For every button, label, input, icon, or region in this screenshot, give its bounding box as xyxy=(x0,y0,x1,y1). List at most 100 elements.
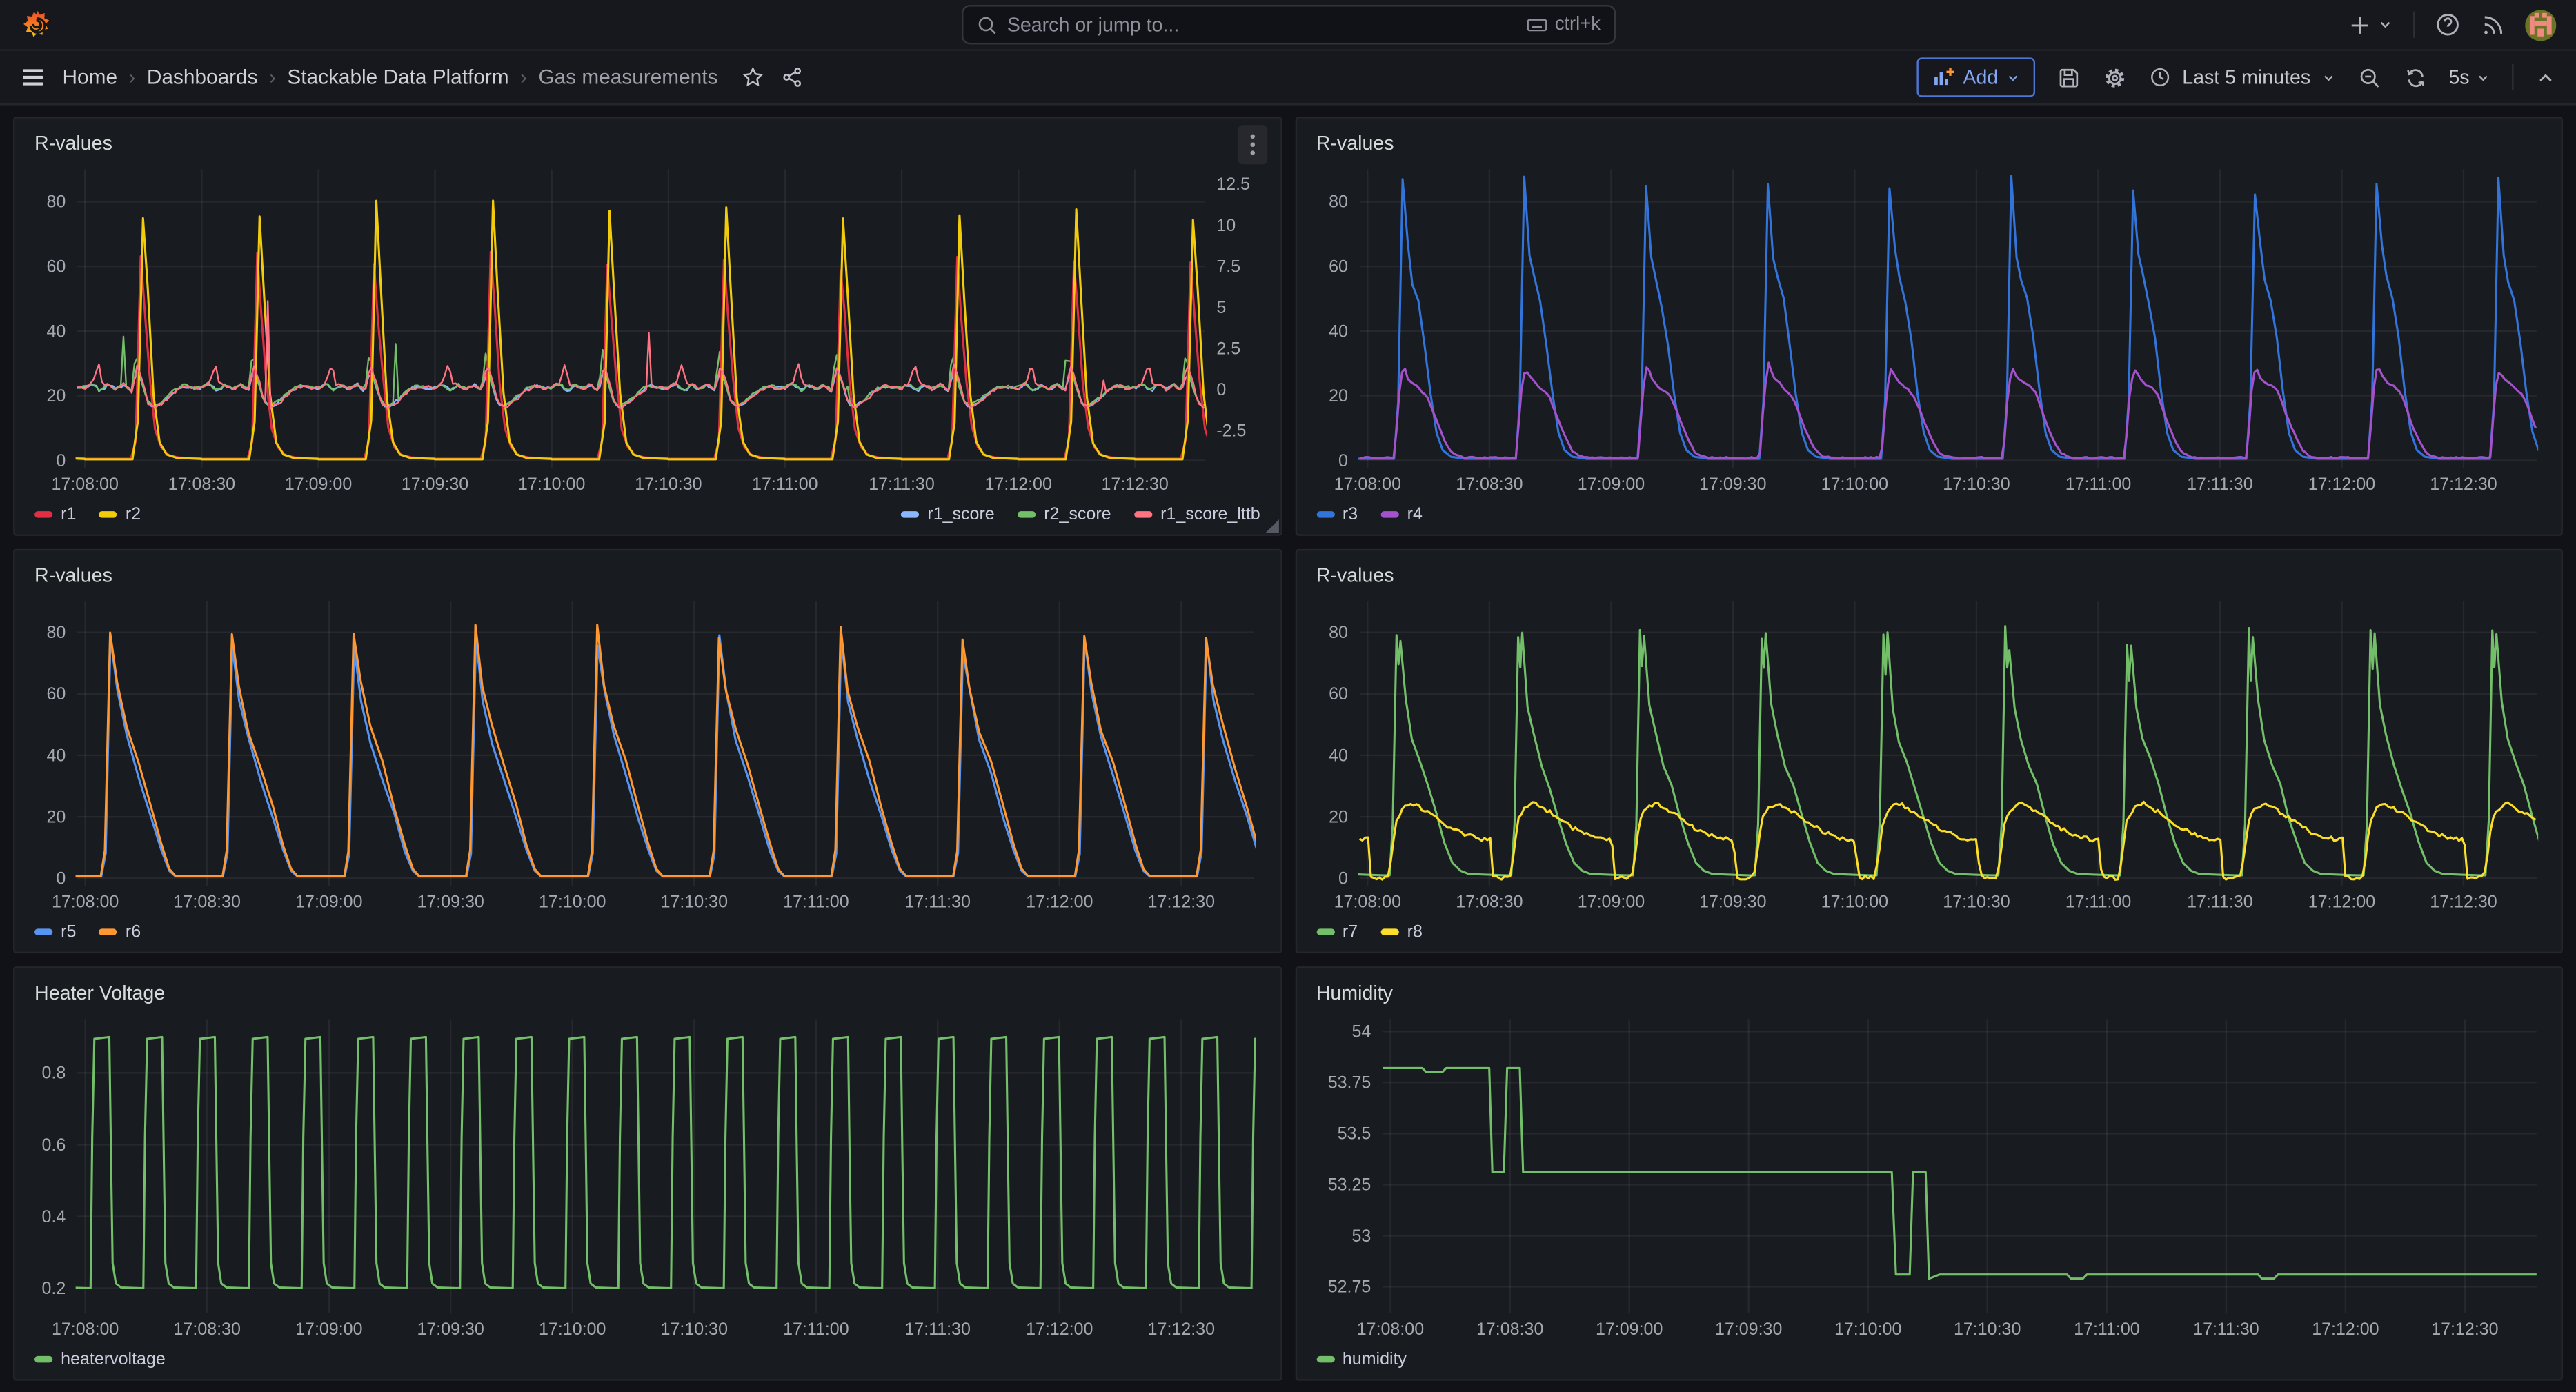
svg-text:80: 80 xyxy=(1328,623,1347,642)
news-rss-icon[interactable] xyxy=(2481,12,2506,37)
svg-text:0: 0 xyxy=(56,869,66,888)
panel-header: Humidity xyxy=(1309,976,2548,1009)
panel-header: R-values xyxy=(28,126,1267,159)
panel-resize-handle[interactable] xyxy=(1265,519,1278,533)
panel-title[interactable]: Humidity xyxy=(1309,982,1393,1004)
grafana-logo-icon[interactable] xyxy=(20,8,55,42)
dashboard-nav-bar: Home›Dashboards›Stackable Data Platform›… xyxy=(0,51,2576,106)
breadcrumb-item[interactable]: Gas measurements xyxy=(539,66,718,88)
time-range-picker[interactable]: Last 5 minutes xyxy=(2150,66,2335,88)
time-series-chart[interactable]: 17:08:0017:08:3017:09:0017:09:3017:10:00… xyxy=(1309,592,2548,915)
svg-text:17:08:00: 17:08:00 xyxy=(52,892,119,911)
chevron-down-icon xyxy=(2476,70,2490,84)
save-dashboard-icon[interactable] xyxy=(2057,65,2082,90)
time-series-chart[interactable]: 17:08:0017:08:3017:09:0017:09:3017:10:00… xyxy=(28,1009,1267,1343)
panel-title[interactable]: R-values xyxy=(28,132,112,155)
legend-item[interactable]: r3 xyxy=(1316,505,1358,525)
svg-text:10: 10 xyxy=(1216,216,1236,235)
legend-item[interactable]: r1 xyxy=(34,505,76,525)
time-series-chart[interactable]: 17:08:0017:08:3017:09:0017:09:3017:10:00… xyxy=(28,159,1267,498)
legend-swatch xyxy=(1018,511,1036,518)
legend-swatch xyxy=(1316,511,1334,518)
chart-canvas[interactable]: 17:08:0017:08:3017:09:0017:09:3017:10:00… xyxy=(1309,159,2549,498)
chevron-up-icon[interactable] xyxy=(2535,67,2557,88)
shortcut-label: ctrl+k xyxy=(1555,14,1601,34)
legend-item[interactable]: r2_score xyxy=(1018,505,1111,525)
legend-item[interactable]: r8 xyxy=(1380,922,1422,942)
svg-text:17:09:00: 17:09:00 xyxy=(1595,1320,1662,1339)
svg-text:17:09:30: 17:09:30 xyxy=(1698,475,1765,494)
chart-canvas[interactable]: 17:08:0017:08:3017:09:0017:09:3017:10:00… xyxy=(1309,592,2549,915)
legend-item[interactable]: r2 xyxy=(99,505,141,525)
refresh-interval-label: 5s xyxy=(2448,66,2469,88)
panel-title[interactable]: R-values xyxy=(1309,132,1394,155)
dashboard-panel: R-values 17:08:0017:08:3017:09:0017:09:3… xyxy=(13,549,1282,953)
svg-text:60: 60 xyxy=(46,257,66,276)
svg-text:7.5: 7.5 xyxy=(1216,257,1240,276)
search-input[interactable]: Search or jump to... ctrl+k xyxy=(961,5,1615,44)
legend-item[interactable]: r6 xyxy=(99,922,141,942)
legend-item[interactable]: heatervoltage xyxy=(34,1349,166,1369)
svg-text:17:12:30: 17:12:30 xyxy=(1148,892,1215,911)
legend-item[interactable]: humidity xyxy=(1316,1349,1407,1369)
svg-text:17:10:30: 17:10:30 xyxy=(1942,892,2009,911)
legend-item[interactable]: r5 xyxy=(34,922,76,942)
breadcrumb-item[interactable]: Stackable Data Platform xyxy=(287,66,508,88)
svg-text:17:10:30: 17:10:30 xyxy=(661,1320,728,1339)
svg-text:17:10:00: 17:10:00 xyxy=(539,1320,606,1339)
refresh-icon[interactable] xyxy=(2403,65,2428,90)
svg-text:17:11:00: 17:11:00 xyxy=(2065,892,2131,911)
legend-label: r4 xyxy=(1407,505,1423,525)
new-menu-button[interactable] xyxy=(2348,12,2394,37)
svg-text:17:10:30: 17:10:30 xyxy=(1942,475,2009,494)
svg-text:17:11:30: 17:11:30 xyxy=(904,1320,971,1339)
dashboard-grid: R-values 17:08:0017:08:3017:09:0017:09:3… xyxy=(0,106,2576,1392)
svg-text:17:08:30: 17:08:30 xyxy=(1455,475,1522,494)
chart-canvas[interactable]: 17:08:0017:08:3017:09:0017:09:3017:10:00… xyxy=(28,1009,1268,1343)
add-button[interactable]: Add xyxy=(1917,57,2036,97)
panel-title[interactable]: R-values xyxy=(28,564,112,586)
svg-text:17:09:00: 17:09:00 xyxy=(1577,892,1644,911)
panel-title[interactable]: R-values xyxy=(1309,564,1394,586)
time-series-chart[interactable]: 17:08:0017:08:3017:09:0017:09:3017:10:00… xyxy=(1309,1009,2548,1343)
svg-text:17:12:00: 17:12:00 xyxy=(1026,1320,1093,1339)
legend-swatch xyxy=(99,511,117,518)
user-avatar[interactable] xyxy=(2526,9,2557,40)
panel-header: R-values xyxy=(28,559,1267,592)
legend-item[interactable]: r1_score_lttb xyxy=(1134,505,1260,525)
legend-swatch xyxy=(1134,511,1152,518)
share-icon[interactable] xyxy=(780,66,803,88)
chart-canvas[interactable]: 17:08:0017:08:3017:09:0017:09:3017:10:00… xyxy=(1309,1009,2549,1343)
svg-text:0.6: 0.6 xyxy=(42,1135,66,1155)
mega-menu-icon[interactable] xyxy=(20,64,46,90)
refresh-interval-picker[interactable]: 5s xyxy=(2448,66,2490,88)
chevron-down-icon xyxy=(2320,70,2335,84)
help-icon[interactable] xyxy=(2435,12,2461,38)
panel-menu-icon[interactable] xyxy=(1237,125,1267,164)
svg-text:17:08:00: 17:08:00 xyxy=(1334,475,1400,494)
legend-swatch xyxy=(901,511,919,518)
breadcrumb-item[interactable]: Dashboards xyxy=(147,66,258,88)
breadcrumb-item[interactable]: Home xyxy=(63,66,117,88)
svg-text:17:08:00: 17:08:00 xyxy=(52,475,119,494)
legend-swatch xyxy=(1316,928,1334,935)
svg-text:17:08:30: 17:08:30 xyxy=(174,1320,241,1339)
legend-item[interactable]: r1_score xyxy=(901,505,994,525)
legend-item[interactable]: r7 xyxy=(1316,922,1358,942)
svg-text:0: 0 xyxy=(1216,380,1226,399)
svg-text:17:12:30: 17:12:30 xyxy=(2429,475,2496,494)
legend-item[interactable]: r4 xyxy=(1380,505,1422,525)
legend-group-left: r7 r8 xyxy=(1316,922,1446,942)
zoom-out-icon[interactable] xyxy=(2357,65,2381,90)
panel-title[interactable]: Heater Voltage xyxy=(28,982,166,1004)
time-series-chart[interactable]: 17:08:0017:08:3017:09:0017:09:3017:10:00… xyxy=(28,592,1267,915)
legend-label: r2_score xyxy=(1044,505,1111,525)
time-series-chart[interactable]: 17:08:0017:08:3017:09:0017:09:3017:10:00… xyxy=(1309,159,2548,498)
chart-canvas[interactable]: 17:08:0017:08:3017:09:0017:09:3017:10:00… xyxy=(28,592,1268,915)
svg-text:17:12:30: 17:12:30 xyxy=(1148,1320,1215,1339)
star-icon[interactable] xyxy=(741,66,764,88)
search-placeholder: Search or jump to... xyxy=(1007,13,1516,36)
dashboard-settings-icon[interactable] xyxy=(2103,65,2128,90)
chart-canvas[interactable]: 17:08:0017:08:3017:09:0017:09:3017:10:00… xyxy=(28,159,1268,498)
series-r1 xyxy=(52,252,1228,459)
